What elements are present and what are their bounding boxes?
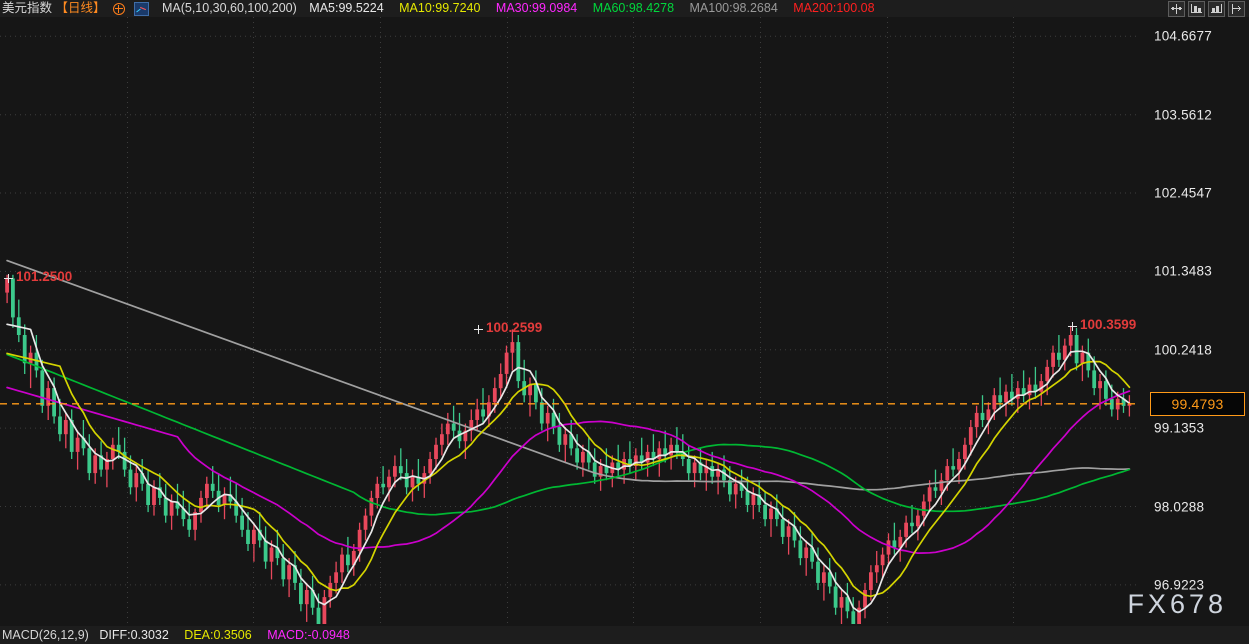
ma100-legend: MA100:98.2684 (689, 1, 778, 15)
price-axis-label: 101.3483 (1154, 263, 1212, 279)
price-axis-label: 99.1353 (1154, 420, 1205, 436)
chart-right-edge-button[interactable] (1208, 1, 1225, 17)
chart-left-edge-button[interactable] (1188, 1, 1205, 17)
ma200-legend: MA200:100.08 (793, 1, 875, 15)
annotation-marker (474, 325, 483, 335)
ma5-legend: MA5:99.5224 (309, 1, 384, 15)
ma-definition: MA(5,10,30,60,100,200) (162, 0, 297, 17)
ma60-legend: MA60:98.4278 (592, 1, 675, 15)
price-axis-label: 96.9223 (1154, 577, 1205, 593)
price-axis-label: 100.2418 (1154, 342, 1212, 358)
macd-indicator-bar: MACD(26,12,9) DIFF:0.3032 DEA:0.3506 MAC… (0, 626, 1249, 644)
price-axis-label: 102.4547 (1154, 185, 1212, 201)
line-chart-icon[interactable] (134, 2, 150, 16)
chart-toolbar (1168, 1, 1245, 17)
ma10-legend: MA10:99.7240 (399, 1, 481, 15)
annotation-marker (4, 274, 13, 284)
chart-export-button[interactable] (1228, 1, 1245, 17)
price-axis[interactable]: 104.6677 103.5612 102.4547 101.3483 100.2418… (1140, 17, 1249, 624)
annotation-marker (1068, 321, 1077, 331)
macd-dea-value: DEA:0.3506 (184, 628, 252, 642)
annotation-high-label: 101.2500 (16, 269, 73, 285)
price-axis-label: 103.5612 (1154, 107, 1212, 123)
chart-header: 美元指数 【日线】 MA(5,10,30,60,100,200) MA5:99.… (0, 0, 1249, 17)
ma30-legend: MA30:99.0984 (495, 1, 578, 15)
annotation-high-label: 100.3599 (1080, 316, 1137, 332)
candlestick-canvas (0, 17, 1140, 624)
move-crosshair-button[interactable] (1168, 1, 1185, 17)
annotation-high-label: 100.2599 (486, 320, 543, 336)
price-axis-label: 104.6677 (1154, 28, 1212, 44)
current-price-tag: 99.4793 (1150, 391, 1245, 416)
ma-definition-text: MA(5,10,30,60,100,200) (161, 1, 297, 15)
price-axis-label: 98.0288 (1154, 499, 1205, 514)
macd-diff-value: DIFF:0.3032 (99, 628, 169, 642)
macd-value: MACD:-0.0948 (267, 628, 350, 642)
watermark: FX678 (1127, 589, 1227, 619)
symbol-name: 美元指数 (2, 1, 53, 15)
period-label[interactable]: 【日线】 (55, 1, 106, 15)
macd-definition: MACD(26,12,9) (2, 628, 89, 642)
crosshair-icon[interactable] (113, 3, 125, 15)
